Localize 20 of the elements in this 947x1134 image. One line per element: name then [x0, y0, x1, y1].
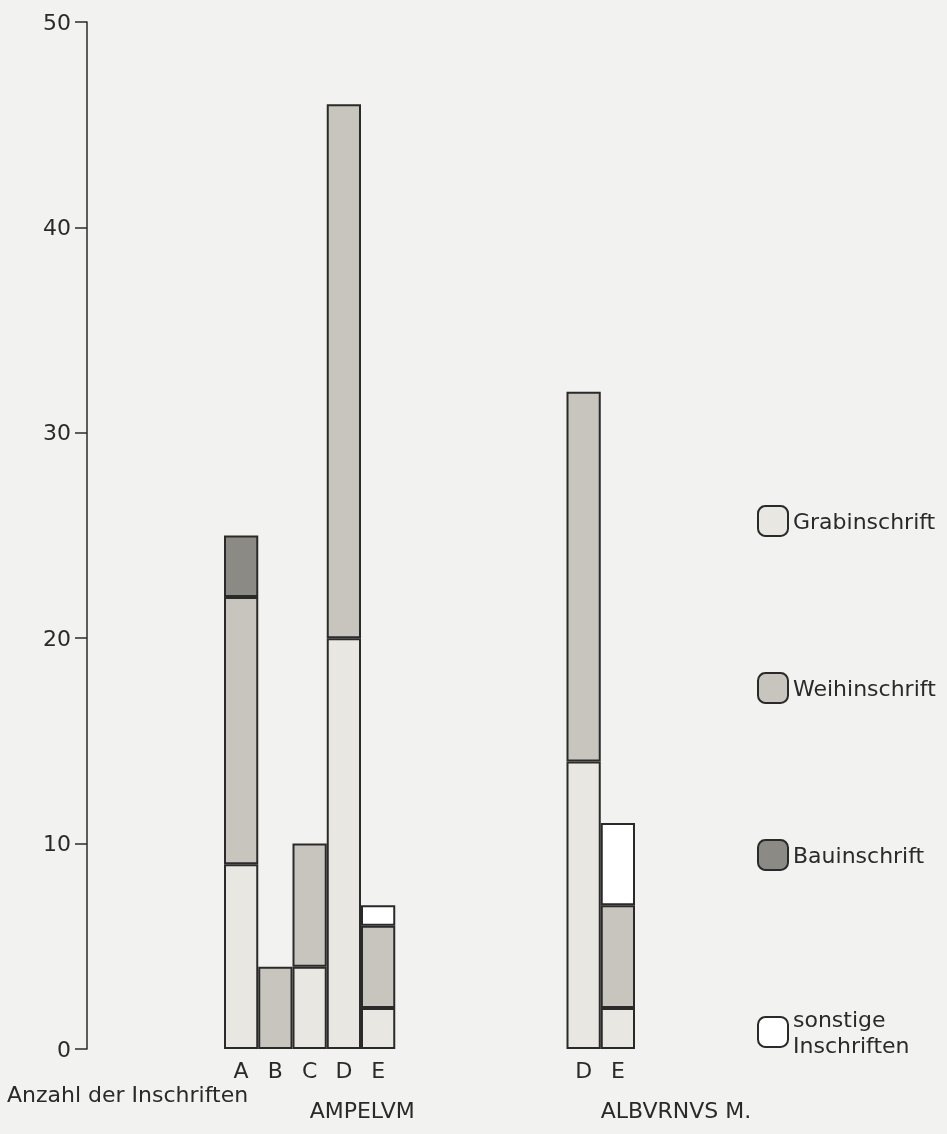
text: AMPELVM	[309, 1097, 415, 1123]
y-tick-label: 30	[43, 420, 71, 446]
legend-label: Bauinschrift	[793, 842, 925, 868]
y-axis-title: Anzahl der Inschriften	[7, 1082, 249, 1108]
x-tick-label: D	[335, 1057, 353, 1083]
x-tick-label: E	[371, 1057, 386, 1083]
legend-label: sonstige Inschriften	[793, 1006, 910, 1058]
legend-label: Grabinschrift	[793, 508, 936, 534]
legend-label: Weihinschrift	[793, 675, 937, 701]
x-tick-label: B	[267, 1057, 283, 1083]
x-tick-label: A	[233, 1057, 249, 1083]
y-tick-label: 50	[43, 9, 71, 35]
text: ALBVRNVS M.	[600, 1097, 752, 1123]
y-tick-label: 0	[57, 1036, 71, 1062]
x-tick-label: C	[301, 1057, 318, 1083]
y-tick-label: 40	[43, 214, 71, 240]
y-tick-label: 20	[43, 625, 71, 651]
x-tick-label: D	[575, 1057, 593, 1083]
y-tick-label: 10	[43, 831, 71, 857]
x-tick-label: E	[610, 1057, 625, 1083]
